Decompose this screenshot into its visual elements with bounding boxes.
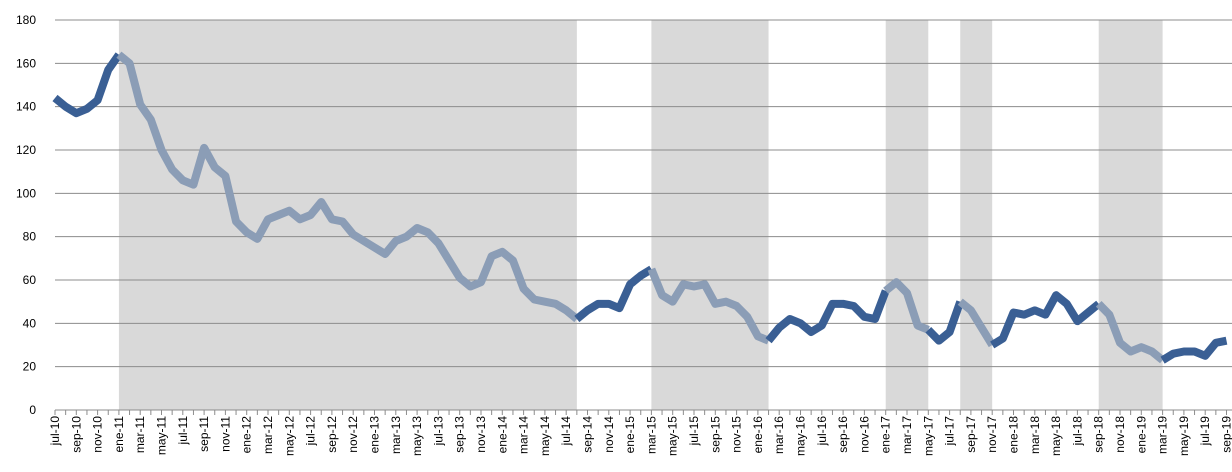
x-tick-label: may-11 [155,416,169,455]
x-tick-label: nov-13 [474,416,488,453]
line-segment [1160,336,1228,364]
y-tick-label: 0 [29,403,36,417]
x-tick-label: jul-18 [1070,416,1084,447]
y-tick-label: 100 [16,186,36,200]
x-tick-label: ene-19 [1134,416,1148,454]
x-tick-label: jul-15 [687,416,701,447]
y-tick-label: 40 [23,316,37,330]
line-segment [765,289,890,344]
x-tick-label: sep-18 [1092,416,1106,453]
x-tick-label: sep-16 [836,416,850,453]
x-tick-label: nov-12 [346,416,360,453]
x-tick-label: nov-15 [730,416,744,453]
x-tick-label: nov-16 [857,416,871,453]
x-tick-label: ene-12 [240,416,254,454]
x-tick-label: sep-14 [581,416,595,453]
line-segment [116,51,580,323]
x-tick-label: nov-14 [602,416,616,453]
x-tick-label: sep-10 [69,416,83,453]
x-tick-label: ene-13 [368,416,382,454]
line-segment [957,298,996,348]
x-tick-label: mar-14 [517,416,531,454]
x-tick-label: mar-13 [389,416,403,454]
x-tick-label: mar-16 [772,416,786,454]
x-tick-label: may-15 [666,416,680,456]
x-tick-label: ene-17 [879,416,893,454]
x-tick-label: mar-15 [644,416,658,454]
x-tick-label: may-12 [282,416,296,456]
x-tick-label: sep-12 [325,416,339,453]
x-tick-label: sep-15 [708,416,722,453]
shaded-band [118,20,577,410]
x-tick-label: ene-16 [751,416,765,454]
y-tick-label: 80 [23,230,37,244]
x-tick-label: may-14 [538,416,552,456]
x-tick-label: mar-18 [1028,416,1042,454]
y-tick-label: 160 [16,56,36,70]
x-tick-label: may-17 [921,416,935,456]
x-tick-label: may-19 [1177,416,1191,456]
x-tick-label: sep-11 [197,416,211,452]
x-tick-label: sep-13 [453,416,467,453]
line-segment [883,278,930,334]
x-tick-label: ene-14 [495,416,509,454]
x-tick-label: may-13 [410,416,424,456]
x-tick-label: mar-11 [133,416,147,453]
x-tick-label: sep-17 [964,416,978,453]
x-tick-label: jul-10 [48,416,62,447]
x-tick-label: mar-19 [1156,416,1170,454]
shaded-band [885,20,929,410]
y-tick-label: 60 [23,273,37,287]
line-segment [574,265,654,323]
x-tick-label: ene-15 [623,416,637,454]
x-tick-label: ene-11 [112,416,126,453]
y-tick-label: 20 [23,360,37,374]
x-tick-label: nov-11 [218,416,232,452]
line-segment [925,300,965,345]
x-tick-label: jul-19 [1198,416,1212,447]
x-tick-label: nov-10 [91,416,105,453]
line-segment [1095,301,1166,364]
y-tick-label: 120 [16,143,36,157]
x-tick-label: jul-14 [559,416,573,447]
x-tick-label: jul-13 [431,416,445,447]
x-tick-label: mar-17 [900,416,914,454]
y-tick-label: 180 [16,13,36,27]
y-tick-label: 140 [16,100,36,114]
line-segment [647,267,771,345]
shaded-band [960,20,993,410]
shaded-band [651,20,769,410]
x-tick-label: nov-17 [985,416,999,453]
x-tick-label: jul-11 [176,416,190,446]
shaded-band [1098,20,1163,410]
x-tick-label: jul-12 [304,416,318,447]
x-tick-label: may-16 [794,416,808,456]
x-tick-label: jul-16 [815,416,829,447]
x-tick-label: sep-19 [1220,416,1232,453]
x-tick-label: ene-18 [1007,416,1021,454]
x-tick-label: nov-18 [1113,416,1127,453]
x-tick-label: may-18 [1049,416,1063,456]
x-tick-label: jul-17 [943,416,957,447]
line-segment [990,291,1102,349]
line-segment [52,52,123,118]
x-tick-label: mar-12 [261,416,275,454]
